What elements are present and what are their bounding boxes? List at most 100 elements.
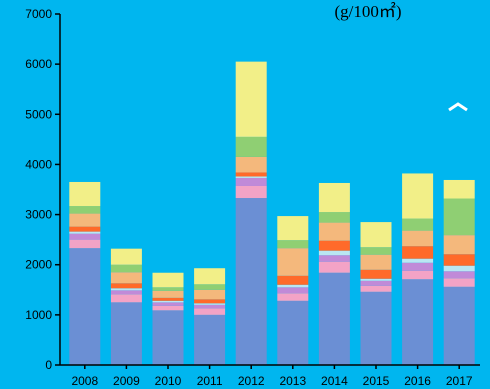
x-tick-label: 2009 [113, 374, 140, 388]
bar-segment [318, 250, 350, 256]
unit-label: (g/100㎡) [334, 2, 401, 21]
bar-segment [194, 314, 226, 365]
y-tick-label: 2000 [25, 258, 52, 272]
bar-segment [318, 272, 350, 365]
bar-segment [152, 310, 184, 365]
bars-layer [69, 61, 475, 365]
bar-segment [110, 272, 142, 284]
bar-segment [69, 226, 101, 232]
x-tick-label: 2010 [155, 374, 182, 388]
bar-segment [152, 305, 184, 311]
bar-segment [443, 235, 475, 255]
bar-segment [277, 293, 309, 301]
bar-segment [402, 246, 434, 259]
bar-segment [277, 240, 309, 249]
bar-segment [402, 258, 434, 263]
bar-segment [194, 308, 226, 315]
y-tick-label: 1000 [25, 308, 52, 322]
y-tick-label: 5000 [25, 107, 52, 121]
bar-segment [402, 262, 434, 271]
bar-segment [402, 173, 434, 219]
bar-segment [110, 288, 142, 291]
bar-segment [152, 287, 184, 291]
bar-segment [110, 294, 142, 303]
bar-segment [443, 271, 475, 279]
bar-segment [402, 270, 434, 280]
bar-segment [110, 248, 142, 265]
y-tick-label: 6000 [25, 57, 52, 71]
bar-segment [235, 198, 267, 365]
bar-segment [360, 291, 392, 365]
bar-segment [443, 254, 475, 266]
bar-segment [69, 231, 101, 234]
bar-segment [360, 247, 392, 255]
bar-segment [402, 279, 434, 365]
bar-segment [443, 265, 475, 272]
bar-segment [277, 300, 309, 365]
bar-segment [277, 284, 309, 288]
bar-segment [152, 302, 184, 306]
bar-segment [110, 290, 142, 295]
x-tick-label: 2014 [321, 374, 348, 388]
bar-segment [443, 198, 475, 236]
bar-segment [152, 297, 184, 301]
x-tick-label: 2012 [238, 374, 265, 388]
bar-segment [152, 300, 184, 303]
x-tick-label: 2016 [404, 374, 431, 388]
bar-segment [69, 213, 101, 227]
x-axis-ticks: 2008 2009 2010 2011 2012 2013 2014 2015 2016 2017 [71, 365, 473, 388]
bar-segment [318, 222, 350, 241]
bar-segment [318, 182, 350, 213]
bar-segment [360, 222, 392, 248]
bar-segment [443, 286, 475, 365]
bar-segment [235, 176, 267, 178]
x-tick-label: 2015 [363, 374, 390, 388]
bar-segment [194, 268, 226, 285]
x-tick-label: 2008 [71, 374, 98, 388]
bar-segment [152, 290, 184, 298]
y-axis-ticks: 0 1000 2000 3000 4000 5000 6000 7000 [25, 7, 60, 372]
bar-segment [277, 248, 309, 276]
bar-segment [194, 303, 226, 305]
y-tick-label: 3000 [25, 208, 52, 222]
bar-segment [443, 278, 475, 287]
bar-segment [194, 299, 226, 304]
bar-segment [69, 233, 101, 240]
bar-segment [235, 61, 267, 137]
bar-segment [194, 284, 226, 290]
bar-segment [235, 172, 267, 177]
bar-segment [235, 185, 267, 199]
bar-segment [235, 177, 267, 186]
x-tick-label: 2013 [279, 374, 306, 388]
x-tick-label: 2011 [197, 374, 223, 388]
bar-segment [69, 206, 101, 214]
y-tick-label: 7000 [25, 7, 52, 21]
caret-up-icon [448, 102, 468, 112]
bar-segment [69, 248, 101, 365]
bar-segment [69, 239, 101, 249]
bar-segment [360, 269, 392, 279]
bar-segment [194, 289, 226, 300]
bar-segment [152, 272, 184, 288]
bar-segment [277, 275, 309, 285]
bar-segment [443, 179, 475, 199]
y-tick-label: 4000 [25, 157, 52, 171]
x-tick-label: 2017 [446, 374, 473, 388]
bar-segment [235, 136, 267, 157]
bar-segment [360, 280, 392, 286]
bar-segment [360, 278, 392, 281]
bar-segment [402, 218, 434, 231]
bar-segment [69, 181, 101, 207]
bar-segment [360, 254, 392, 270]
bar-segment [110, 302, 142, 365]
bar-segment [277, 216, 309, 241]
bar-segment [318, 261, 350, 273]
y-tick-label: 0 [45, 358, 52, 372]
bar-segment [194, 304, 226, 309]
bar-segment [318, 255, 350, 262]
bar-segment [318, 212, 350, 223]
bar-segment [318, 240, 350, 251]
bar-segment [110, 264, 142, 273]
bar-segment [235, 156, 267, 173]
